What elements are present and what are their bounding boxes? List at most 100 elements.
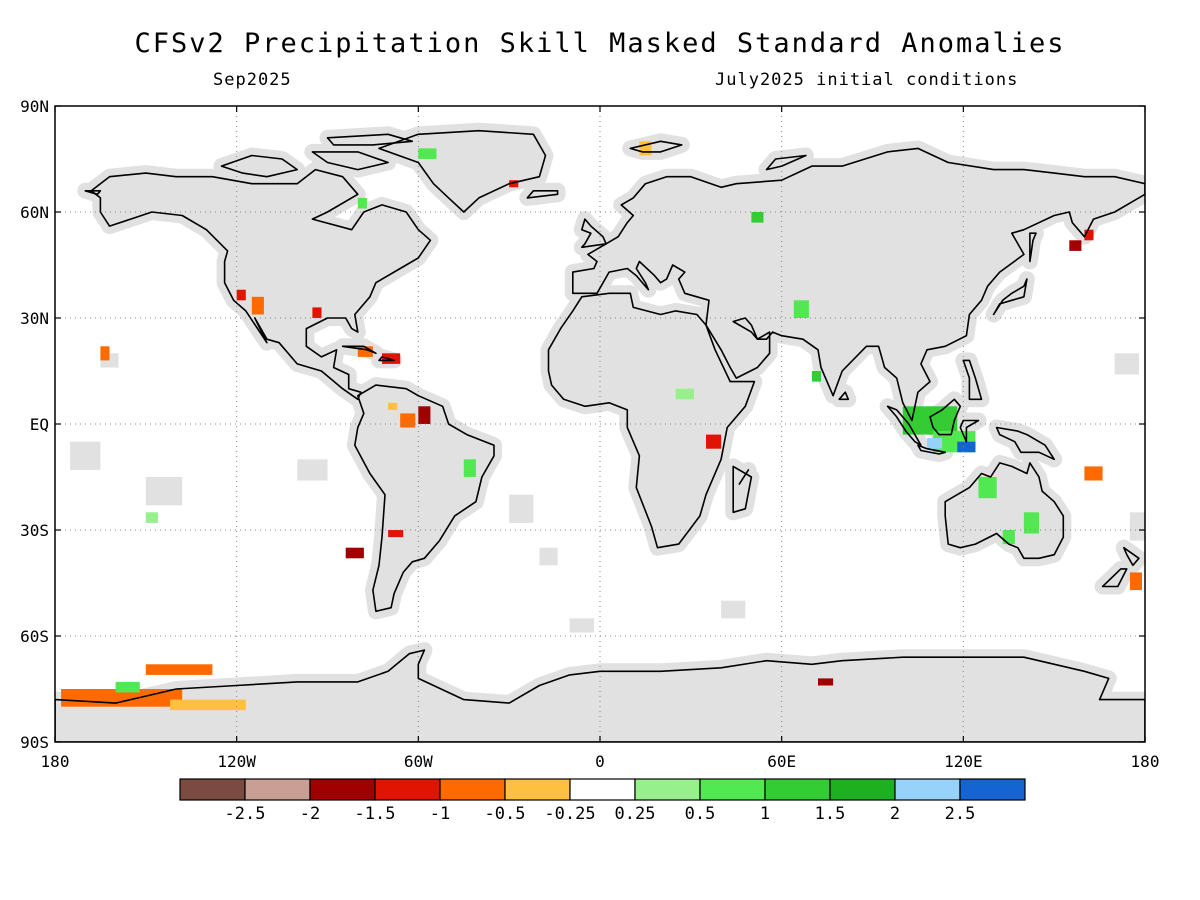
skill-mask-patch (1129, 512, 1145, 541)
coastline (917, 444, 946, 455)
colorbar-swatch (634, 778, 701, 801)
colorbar-label: 0.25 (615, 804, 656, 824)
coastline (929, 398, 962, 436)
lon-label: 180 (1131, 752, 1160, 771)
anomaly-cell (706, 434, 722, 449)
coastline (944, 462, 1065, 560)
colorbar-label: -0.5 (485, 804, 526, 824)
coastline (354, 384, 495, 613)
lat-label: 60S (20, 627, 49, 646)
colorbar-label: -0.25 (544, 804, 595, 824)
anomaly-cell (1002, 530, 1015, 545)
lat-label: 30S (20, 521, 49, 540)
skill-mask-patch (509, 494, 534, 523)
colorbar-swatch (959, 778, 1026, 801)
coastline (765, 154, 807, 171)
coastline (311, 151, 389, 171)
anomaly-cell (818, 678, 834, 686)
anomaly-cell (927, 438, 943, 449)
coastline (84, 190, 102, 196)
anomaly-cell (312, 307, 322, 318)
lon-label: 180 (41, 752, 70, 771)
colorbar-label: 1 (760, 804, 770, 824)
anomaly-cell (418, 148, 437, 159)
colorbar-label: 2 (890, 804, 900, 824)
lat-label: 90N (20, 97, 49, 116)
lat-label: 90S (20, 733, 49, 752)
gridlines (55, 106, 1145, 742)
lat-label: EQ (30, 415, 49, 434)
lon-label: 120E (944, 752, 983, 771)
colorbar-swatch (439, 778, 506, 801)
skill-mask-patch (70, 441, 101, 470)
colorbar-swatch (829, 778, 896, 801)
coastline (838, 391, 850, 401)
skill-mask-patch (539, 547, 558, 566)
anomaly-cell (400, 413, 416, 428)
colorbar-label: -2.5 (225, 804, 266, 824)
coastline (90, 168, 432, 401)
coastline (341, 345, 377, 355)
colorbar-swatch (244, 778, 311, 801)
coastline (581, 218, 607, 249)
colorbar-swatch (894, 778, 961, 801)
anomaly-cell (345, 547, 364, 559)
anomaly-cell (145, 512, 158, 523)
initial-conditions: July2025 initial conditions (715, 70, 1019, 90)
anomaly-cell (388, 402, 398, 410)
anomaly-cell (1084, 466, 1103, 481)
lat-label: 60N (20, 203, 49, 222)
anomaly-cell (1023, 512, 1039, 534)
skill-mask-patch (297, 459, 328, 481)
lat-label: 30N (20, 309, 49, 328)
anomaly-cell (170, 699, 246, 711)
colorbar-label: -2 (300, 804, 320, 824)
anomaly-cell (145, 664, 213, 675)
coastline (378, 356, 395, 362)
anomaly-cell (675, 388, 694, 400)
colorbar-label: -1 (430, 804, 450, 824)
coastline (220, 154, 298, 178)
lon-label: 0 (595, 752, 605, 771)
coastline (995, 426, 1055, 461)
colorbar-label: 0.5 (685, 804, 716, 824)
anomaly-cell (957, 441, 976, 453)
anomaly-cell (357, 346, 373, 357)
anomaly-cell (357, 197, 367, 209)
coastline (959, 419, 980, 443)
lon-label: 60W (404, 752, 433, 771)
coastline (572, 147, 1145, 422)
skill-mask-patch (145, 477, 183, 506)
anomaly-cell (811, 371, 821, 382)
coastline (1029, 232, 1037, 263)
skill-mask-patch (721, 600, 746, 619)
anomaly-cell (1129, 572, 1142, 591)
colorbar-swatch (569, 778, 636, 801)
anomaly-cell (251, 296, 264, 315)
colorbar-swatch (699, 778, 766, 801)
anomaly-cell (509, 180, 519, 188)
coastline (992, 278, 1028, 316)
coastline (55, 649, 1145, 742)
colorbar-swatch (764, 778, 831, 801)
coastline (738, 469, 750, 485)
anomaly-cell (793, 300, 809, 318)
colorbar: -2.5 -2 -1.5 -1 -0.5 -0.25 0.25 0.5 1 1.5 2 2.5 (179, 778, 1026, 824)
colorbar-swatch (179, 778, 246, 801)
lon-label: 60E (767, 752, 796, 771)
coastline (1123, 546, 1140, 567)
coastline (326, 133, 414, 146)
coastline (962, 359, 983, 401)
map-title: CFSv2 Precipitation Skill Masked Standar… (134, 28, 1066, 59)
skill-mask-region (213, 147, 306, 185)
coastline (1101, 568, 1128, 588)
anomaly-cell (115, 681, 140, 693)
anomaly-cell (100, 346, 110, 361)
coastline (547, 292, 756, 549)
anomaly-cell (463, 459, 476, 477)
colorbar-label: 1.5 (815, 804, 846, 824)
anomaly-cell (418, 406, 431, 424)
anomaly-cell (751, 212, 764, 223)
